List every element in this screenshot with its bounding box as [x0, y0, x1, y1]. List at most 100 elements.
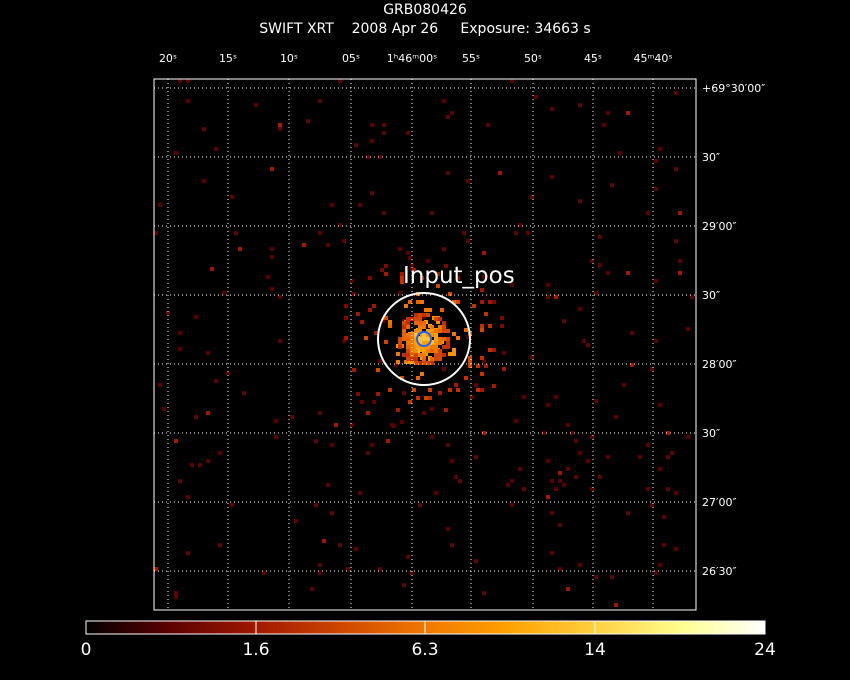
- count-pixel: [384, 272, 388, 276]
- count-pixel: [330, 203, 334, 207]
- count-pixel: [442, 367, 446, 371]
- count-pixel: [274, 419, 278, 423]
- count-pixel: [310, 587, 314, 591]
- count-pixel: [318, 99, 322, 103]
- count-pixel: [388, 320, 392, 324]
- observation-info: SWIFT XRT 2008 Apr 26 Exposure: 34663 s: [259, 21, 591, 37]
- count-pixel: [448, 352, 452, 356]
- count-pixel: [352, 292, 356, 296]
- count-pixel: [218, 451, 222, 455]
- count-pixel: [356, 312, 360, 316]
- count-pixel: [480, 324, 484, 328]
- count-pixel: [480, 300, 484, 304]
- count-pixel: [414, 349, 418, 353]
- count-pixel: [452, 352, 456, 356]
- count-pixel: [414, 333, 418, 337]
- colorbar-ticks: [85, 621, 766, 634]
- count-pixel: [194, 415, 198, 419]
- count-pixel: [462, 231, 466, 235]
- count-pixel: [338, 543, 342, 547]
- count-pixel: [210, 267, 214, 271]
- count-pixel: [500, 316, 504, 320]
- count-pixel: [420, 276, 424, 280]
- count-pixel: [434, 337, 438, 341]
- count-pixel: [444, 408, 448, 412]
- count-pixel: [418, 329, 422, 333]
- count-pixel: [402, 337, 406, 341]
- count-pixel: [422, 333, 426, 337]
- colorbar-label: 0: [80, 640, 92, 660]
- count-pixel: [658, 403, 662, 407]
- ra-tick-label: 15ˢ: [219, 52, 237, 65]
- count-pixel: [430, 361, 434, 365]
- count-pixel: [630, 363, 634, 367]
- count-pixel: [372, 400, 376, 404]
- count-pixel: [430, 333, 434, 337]
- count-pixel: [484, 312, 488, 316]
- count-pixel: [384, 264, 388, 268]
- count-pixel: [678, 259, 682, 263]
- count-pixel: [598, 235, 602, 239]
- count-pixel: [446, 527, 450, 531]
- count-pixel: [630, 331, 634, 335]
- count-pixel: [384, 316, 388, 320]
- count-pixel: [414, 329, 418, 333]
- count-pixel: [686, 327, 690, 331]
- count-pixel: [354, 547, 358, 551]
- count-pixel: [166, 311, 170, 315]
- count-pixel: [186, 99, 190, 103]
- count-pixel: [402, 583, 406, 587]
- count-pixel: [446, 443, 450, 447]
- count-pixel: [274, 435, 278, 439]
- ra-tick-label: 50ˢ: [524, 52, 542, 65]
- count-pixel: [408, 400, 412, 404]
- dec-tick-label: 26′30″: [702, 565, 737, 578]
- count-pixel: [550, 511, 554, 515]
- count-pixel: [434, 341, 438, 345]
- count-pixel: [610, 575, 614, 579]
- colorbar-label: 6.3: [411, 640, 439, 660]
- count-pixel: [598, 475, 602, 479]
- count-pixel: [174, 591, 178, 595]
- count-pixel: [366, 451, 370, 455]
- count-pixel: [614, 415, 618, 419]
- count-pixel: [448, 292, 452, 296]
- count-pixel: [658, 563, 662, 567]
- count-pixel: [578, 199, 582, 203]
- count-pixel: [466, 335, 470, 339]
- count-pixel: [534, 95, 538, 99]
- count-pixel: [406, 345, 410, 349]
- count-pixel: [388, 388, 392, 392]
- count-pixel: [198, 463, 202, 467]
- count-pixel: [466, 239, 470, 243]
- count-pixel: [422, 353, 426, 357]
- count-pixel: [214, 147, 218, 151]
- dec-tick-label: 30″: [702, 427, 720, 440]
- count-pixel: [418, 337, 422, 341]
- count-pixel: [570, 431, 574, 435]
- count-pixel: [566, 423, 570, 427]
- count-pixel: [338, 79, 342, 83]
- count-pixel: [396, 360, 400, 364]
- count-pixel: [318, 571, 322, 575]
- count-pixel: [566, 587, 570, 591]
- ra-tick-label: 1ʰ46ᵐ00ˢ: [387, 52, 437, 65]
- count-pixel: [434, 357, 438, 361]
- count-pixel: [206, 411, 210, 415]
- count-pixel: [492, 348, 496, 352]
- count-pixel: [408, 256, 412, 260]
- count-pixel: [396, 408, 400, 412]
- count-pixel: [446, 171, 450, 175]
- count-pixel: [438, 357, 442, 361]
- count-pixel: [446, 345, 450, 349]
- count-pixel: [666, 431, 670, 435]
- count-pixel: [654, 339, 658, 343]
- count-pixel: [418, 317, 422, 321]
- count-pixel: [398, 341, 402, 345]
- count-pixel: [408, 360, 412, 364]
- count-pixel: [492, 384, 496, 388]
- count-pixel: [342, 339, 346, 343]
- count-pixel: [506, 483, 510, 487]
- count-pixel: [482, 431, 486, 435]
